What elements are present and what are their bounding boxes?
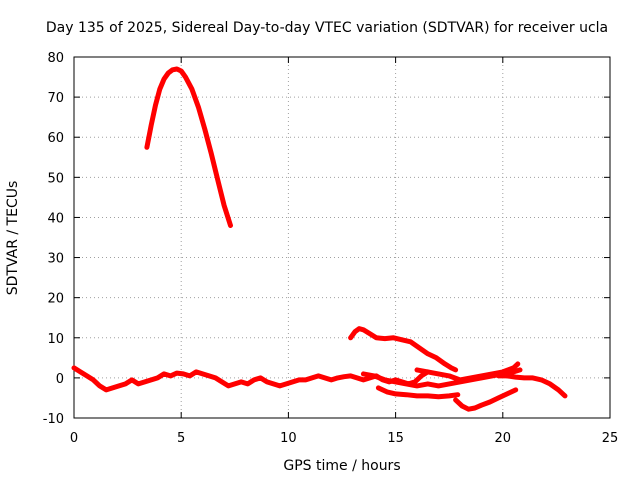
series-arc-late-6 [496,373,568,399]
ticks: 0 5 10 15 20 25 -10 0 10 20 30 40 50 60 70 80 [43,51,619,446]
series-group [71,66,568,412]
y-axis-label: SDTVAR / TECUs [5,181,21,296]
y-tick-label: 0 [56,372,64,387]
x-tick-label: 15 [387,431,404,446]
y-tick-label: 70 [47,91,64,106]
x-tick-label: 0 [70,431,78,446]
series-arc-late-2 [348,326,459,373]
series-arc-peak [144,66,233,228]
y-tick-label: 30 [47,252,64,267]
y-tick-label: 60 [47,131,64,146]
plot-frame [73,56,611,419]
y-tick-label: 40 [47,211,64,226]
series-arc-late-5 [453,387,519,412]
x-tick-label: 5 [177,431,185,446]
series-arc-late-4 [375,385,461,400]
y-tick-label: 10 [47,332,64,347]
y-tick-label: 20 [47,292,64,307]
series-arc-main [71,365,431,393]
y-tick-label: 50 [47,171,64,186]
y-tick-label: -10 [43,412,64,427]
x-tick-label: 20 [495,431,512,446]
x-tick-label: 25 [602,431,619,446]
chart-title: Day 135 of 2025, Sidereal Day-to-day VTE… [46,20,608,36]
y-tick-label: 80 [47,51,64,66]
x-tick-label: 10 [280,431,297,446]
x-axis-label: GPS time / hours [283,458,400,474]
